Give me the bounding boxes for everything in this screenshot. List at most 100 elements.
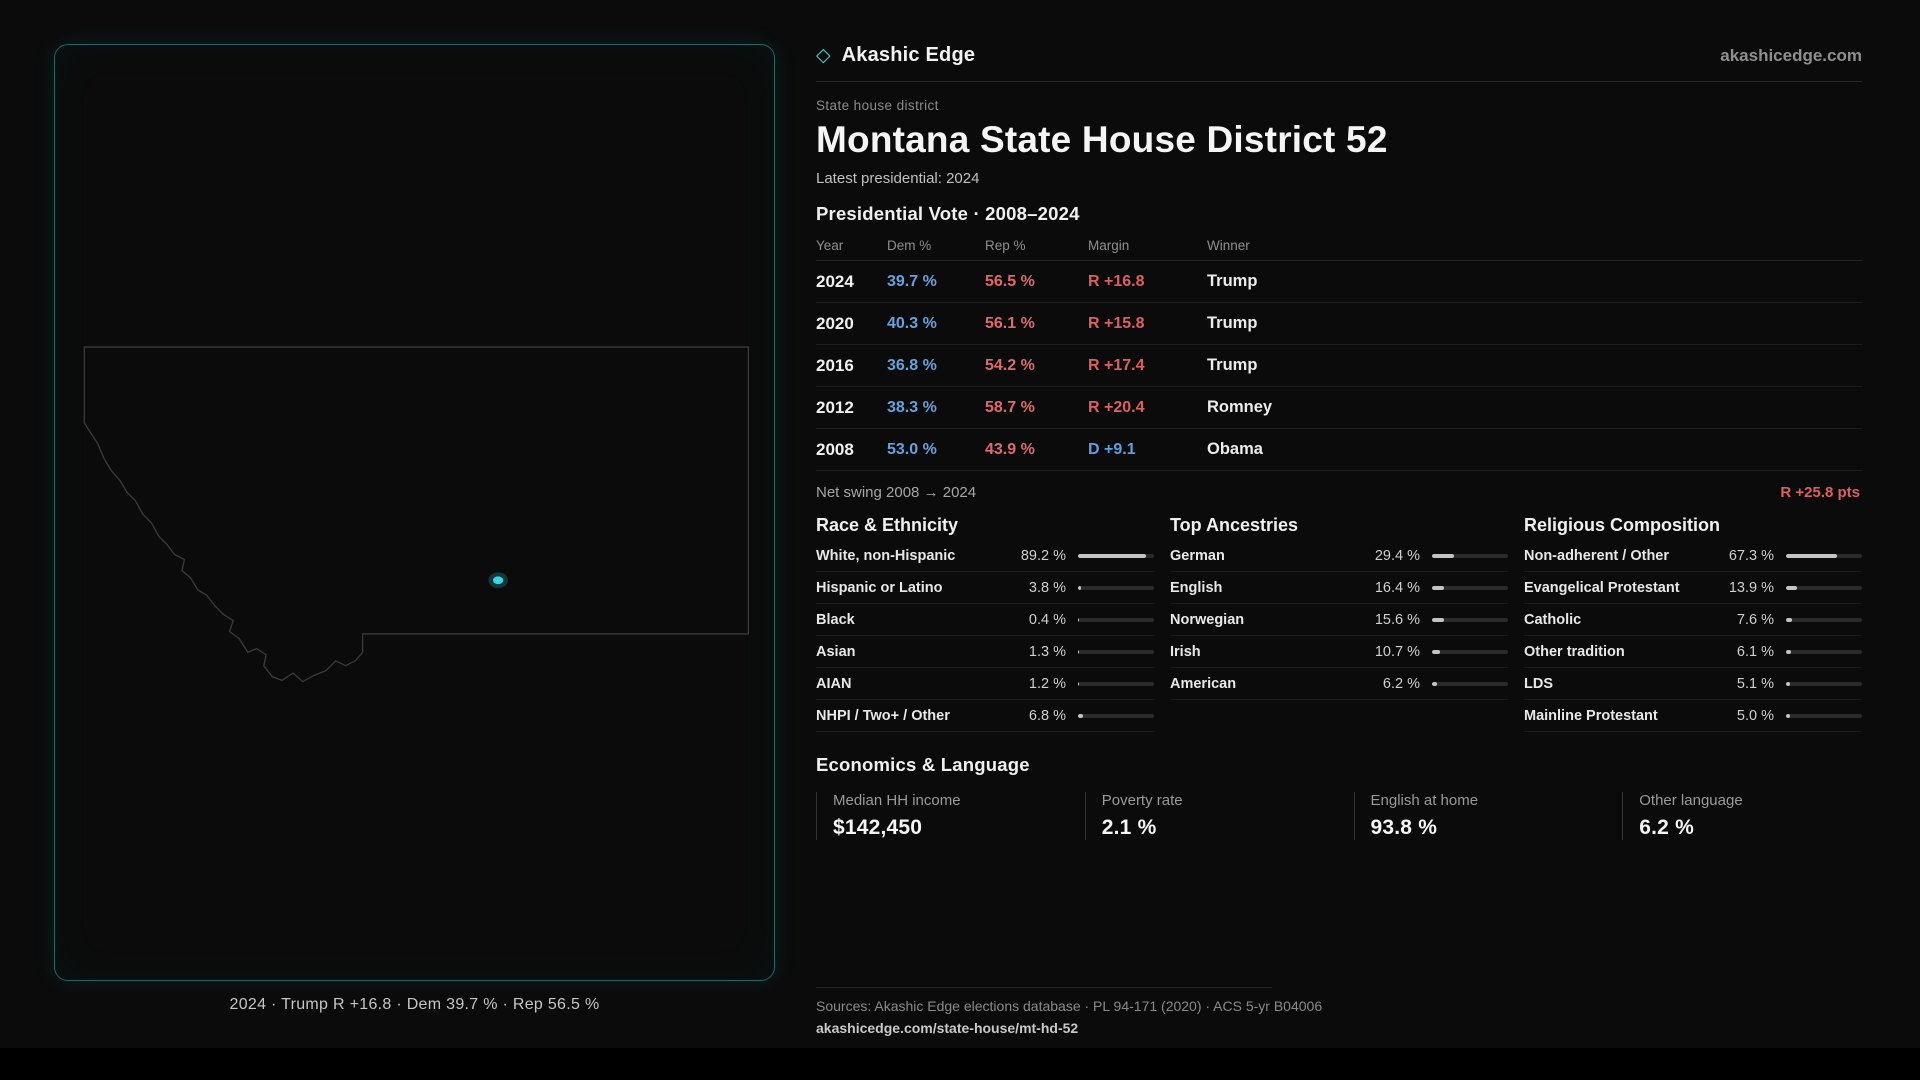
demo-row: Norwegian 15.6 % <box>1170 604 1508 636</box>
demo-label: Asian <box>816 643 856 660</box>
vote-margin: D +9.1 <box>1088 440 1136 458</box>
col-header-dem: Dem % <box>887 238 932 253</box>
vote-dem-pct: 39.7 % <box>887 272 937 290</box>
vote-winner: Trump <box>1207 314 1258 332</box>
demo-bar <box>1078 681 1154 686</box>
page-title: Montana State House District 52 <box>816 119 1388 160</box>
demo-bar <box>1786 617 1862 622</box>
demo-bar <box>1078 617 1154 622</box>
demo-label: German <box>1170 547 1225 564</box>
demo-value: 5.1 % <box>1736 675 1774 692</box>
demo-row: Mainline Protestant 5.0 % <box>1524 700 1862 732</box>
vote-year: 2020 <box>816 313 854 333</box>
demo-bar <box>1078 713 1154 718</box>
demo-label: Mainline Protestant <box>1524 707 1658 724</box>
vote-rep-pct: 58.7 % <box>985 398 1035 416</box>
vote-dem-pct: 53.0 % <box>887 440 937 458</box>
demo-value: 6.8 % <box>1028 707 1066 724</box>
diamond-logo-icon: ◇ <box>816 45 831 66</box>
infographic-canvas: 2024 · Trump R +16.8 · Dem 39.7 % · Rep … <box>0 0 1920 1048</box>
demo-row: Non-adherent / Other 67.3 % <box>1524 540 1862 572</box>
demo-value: 1.2 % <box>1028 675 1066 692</box>
footer-divider <box>816 987 1272 988</box>
col-header-rep: Rep % <box>985 238 1026 253</box>
demo-row: Asian 1.3 % <box>816 636 1154 668</box>
footer: Sources: Akashic Edge elections database… <box>816 987 1862 1036</box>
vote-year: 2008 <box>816 439 854 459</box>
demo-label: Norwegian <box>1170 611 1245 628</box>
demo-row: LDS 5.1 % <box>1524 668 1862 700</box>
demo-label: LDS <box>1524 675 1553 692</box>
demo-bar <box>1078 553 1154 558</box>
map-caption: 2024 · Trump R +16.8 · Dem 39.7 % · Rep … <box>229 996 600 1013</box>
vote-section-title: Presidential Vote · 2008–2024 <box>816 203 1080 224</box>
ancestries-title: Top Ancestries <box>1170 515 1299 535</box>
site-link[interactable]: akashicedge.com <box>1720 45 1862 65</box>
stat-label: Poverty rate <box>1101 792 1183 809</box>
stat-value: $142,450 <box>833 816 923 839</box>
demo-row: German 29.4 % <box>1170 540 1508 572</box>
demo-row: English 16.4 % <box>1170 572 1508 604</box>
demo-label: Catholic <box>1524 611 1582 628</box>
demo-row: Hispanic or Latino 3.8 % <box>816 572 1154 604</box>
demo-bar <box>1432 617 1508 622</box>
stat-value: 93.8 % <box>1370 816 1438 839</box>
demo-value: 15.6 % <box>1374 611 1420 628</box>
demo-label: American <box>1170 675 1237 692</box>
demo-value: 13.9 % <box>1728 579 1774 596</box>
demo-row: Evangelical Protestant 13.9 % <box>1524 572 1862 604</box>
stat-card: Other language 6.2 % <box>1622 792 1862 840</box>
demo-value: 1.3 % <box>1028 643 1066 660</box>
vote-rep-pct: 56.5 % <box>985 272 1035 290</box>
demo-row: Catholic 7.6 % <box>1524 604 1862 636</box>
demo-label: Other tradition <box>1524 643 1625 660</box>
stat-label: Median HH income <box>833 792 961 809</box>
footer-permalink[interactable]: akashicedge.com/state-house/mt-hd-52 <box>816 1020 1079 1036</box>
vote-row: 2016 36.8 % 54.2 % R +17.4 Trump <box>816 345 1862 387</box>
montana-map <box>83 346 750 683</box>
montana-outline <box>83 346 750 683</box>
vote-table: Year Dem % Rep % Margin Winner 2024 39.7… <box>816 231 1862 471</box>
religion-column: Religious Composition Non-adherent / Oth… <box>1524 515 1862 732</box>
col-header-year: Year <box>816 238 844 253</box>
stat-value: 6.2 % <box>1639 816 1694 839</box>
vote-winner: Obama <box>1207 440 1263 458</box>
vote-year: 2024 <box>816 271 854 291</box>
demo-label: Black <box>816 611 855 628</box>
religion-title: Religious Composition <box>1524 515 1720 535</box>
net-swing-label: Net swing 2008 → 2024 <box>816 484 977 501</box>
demo-bar <box>1078 585 1154 590</box>
economics-title: Economics & Language <box>816 754 1030 775</box>
demo-value: 6.1 % <box>1736 643 1774 660</box>
demo-label: Evangelical Protestant <box>1524 579 1680 596</box>
stat-card: English at home 93.8 % <box>1353 792 1594 840</box>
demo-value: 7.6 % <box>1736 611 1774 628</box>
demo-row: Other tradition 6.1 % <box>1524 636 1862 668</box>
stat-card: Poverty rate 2.1 % <box>1084 792 1325 840</box>
vote-winner: Trump <box>1207 272 1258 290</box>
demo-value: 0.4 % <box>1028 611 1066 628</box>
map-panel <box>54 44 775 981</box>
vote-margin: R +17.4 <box>1088 356 1145 374</box>
demo-value: 5.0 % <box>1736 707 1774 724</box>
demo-label: NHPI / Two+ / Other <box>816 707 950 724</box>
vote-dem-pct: 38.3 % <box>887 398 937 416</box>
vote-rep-pct: 43.9 % <box>985 440 1035 458</box>
demo-label: Non-adherent / Other <box>1524 547 1670 564</box>
demo-bar <box>1786 553 1862 558</box>
stat-label: English at home <box>1370 792 1479 809</box>
demo-row: NHPI / Two+ / Other 6.8 % <box>816 700 1154 732</box>
vote-year: 2012 <box>816 397 854 417</box>
race-title: Race & Ethnicity <box>816 515 959 535</box>
demo-bar <box>1432 649 1508 654</box>
demo-value: 29.4 % <box>1374 547 1420 564</box>
stat-card: Median HH income $142,450 <box>816 792 1056 840</box>
ancestries-column: Top Ancestries German 29.4 % English 16.… <box>1170 515 1508 732</box>
vote-winner: Romney <box>1207 398 1273 416</box>
vote-dem-pct: 36.8 % <box>887 356 937 374</box>
race-column: Race & Ethnicity White, non-Hispanic 89.… <box>816 515 1154 732</box>
vote-margin: R +15.8 <box>1088 314 1145 332</box>
demo-value: 6.2 % <box>1382 675 1420 692</box>
demographics-grid: Race & Ethnicity White, non-Hispanic 89.… <box>816 515 1862 732</box>
col-header-margin: Margin <box>1088 238 1130 253</box>
